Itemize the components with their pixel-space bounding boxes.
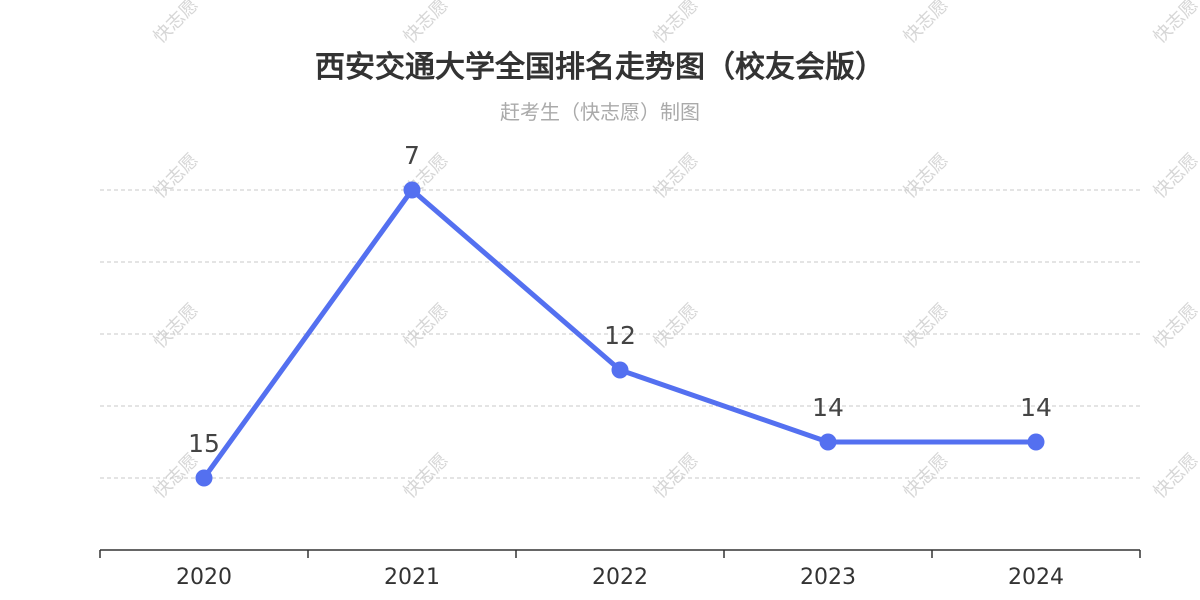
watermark-text: 快志愿 [400, 0, 453, 48]
x-tick-label: 2023 [800, 565, 856, 590]
data-label: 15 [188, 429, 220, 458]
data-point[interactable] [1027, 433, 1045, 451]
data-point[interactable] [611, 361, 629, 379]
x-tick-label: 2022 [592, 565, 648, 590]
watermark-text: 快志愿 [650, 0, 703, 48]
gridlines [100, 189, 1140, 479]
watermark-text: 快志愿 [150, 150, 203, 203]
watermark-text: 快志愿 [900, 150, 953, 203]
watermark-text: 快志愿 [400, 300, 453, 353]
watermark-text: 快志愿 [1150, 150, 1200, 203]
data-label: 14 [812, 393, 844, 422]
watermark-text: 快志愿 [1150, 0, 1200, 48]
watermark-text: 快志愿 [400, 450, 453, 503]
watermark-text: 快志愿 [1150, 450, 1200, 503]
data-label: 7 [404, 141, 420, 170]
watermark-text: 快志愿 [650, 300, 703, 353]
watermark-text: 快志愿 [650, 450, 703, 503]
series-layer [195, 181, 1045, 487]
x-tick-label: 2020 [176, 565, 232, 590]
watermark-text: 快志愿 [150, 300, 203, 353]
data-label: 12 [604, 321, 636, 350]
chart-title: 西安交通大学全国排名走势图（校友会版） [315, 50, 885, 85]
watermark-text: 快志愿 [900, 450, 953, 503]
data-label: 14 [1020, 393, 1052, 422]
watermark-text: 快志愿 [650, 150, 703, 203]
data-point[interactable] [195, 469, 213, 487]
watermark-text: 快志愿 [900, 0, 953, 48]
x-tick-label: 2024 [1008, 565, 1064, 590]
watermark-text: 快志愿 [900, 300, 953, 353]
watermark-text: 快志愿 [1150, 300, 1200, 353]
data-point[interactable] [819, 433, 837, 451]
chart-subtitle: 赶考生（快志愿）制图 [500, 100, 700, 124]
x-tick-label: 2021 [384, 565, 440, 590]
data-point[interactable] [403, 181, 421, 199]
watermark-text: 快志愿 [150, 0, 203, 48]
data-labels: 15 7 12 14 14 [188, 141, 1052, 458]
x-axis: 2020 2021 2022 2023 2024 [99, 549, 1141, 590]
